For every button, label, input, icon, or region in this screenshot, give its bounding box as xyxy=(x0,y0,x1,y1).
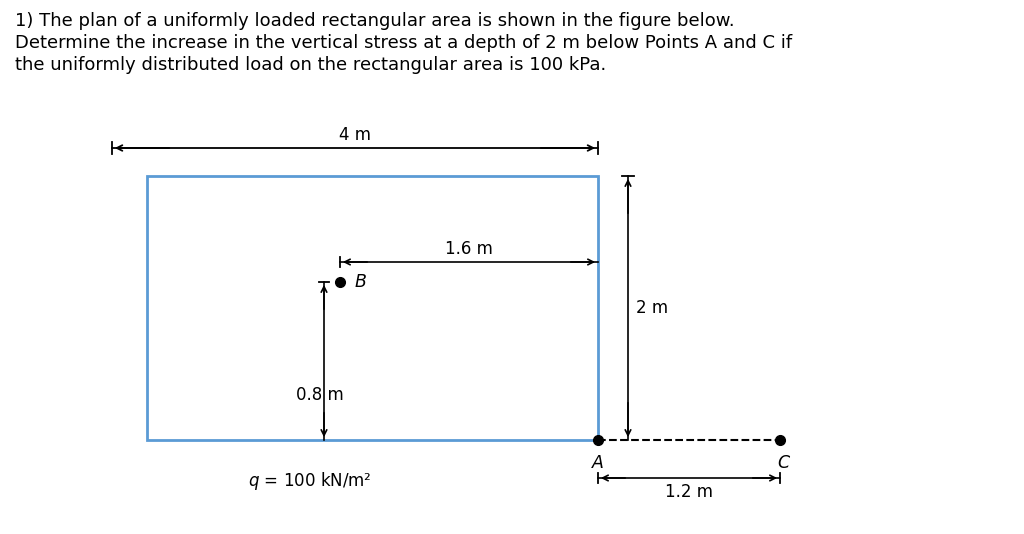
Text: $C$: $C$ xyxy=(777,454,791,472)
Text: $B$: $B$ xyxy=(354,273,367,291)
Text: 1.6 m: 1.6 m xyxy=(445,240,493,258)
Text: the uniformly distributed load on the rectangular area is 100 kPa.: the uniformly distributed load on the re… xyxy=(15,56,606,74)
Text: $A$: $A$ xyxy=(591,454,605,472)
Text: $q$ = 100 kN/m²: $q$ = 100 kN/m² xyxy=(248,470,372,492)
Text: 2 m: 2 m xyxy=(636,299,668,317)
Text: 4 m: 4 m xyxy=(339,126,371,144)
Text: 1.2 m: 1.2 m xyxy=(665,483,713,501)
Text: Determine the increase in the vertical stress at a depth of 2 m below Points A a: Determine the increase in the vertical s… xyxy=(15,34,793,52)
Text: 0.8 m: 0.8 m xyxy=(296,386,344,404)
Bar xyxy=(147,176,598,440)
Text: 1) The plan of a uniformly loaded rectangular area is shown in the figure below.: 1) The plan of a uniformly loaded rectan… xyxy=(15,12,734,30)
